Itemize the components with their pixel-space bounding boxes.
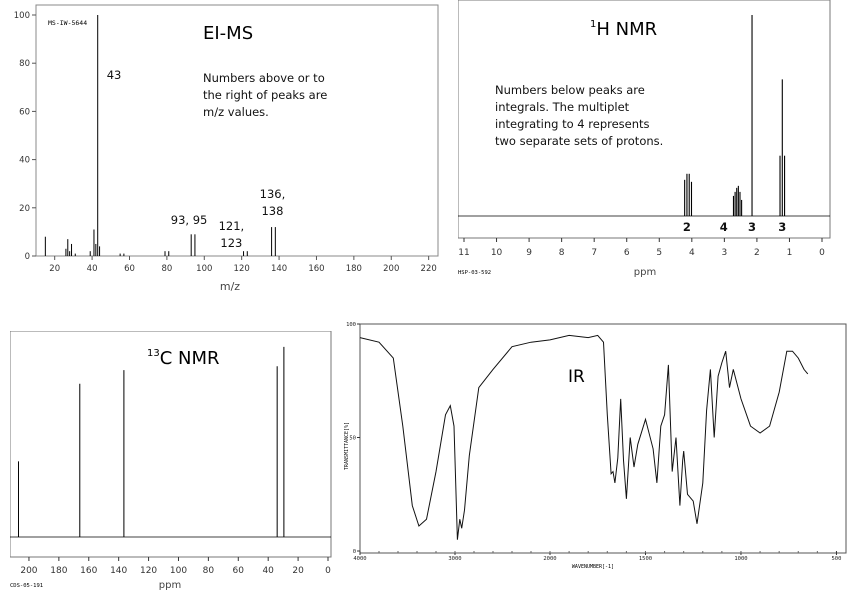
- h-nmr-x-tick-label: 0: [819, 248, 825, 258]
- h-nmr-note-line-4: two separate sets of protons.: [495, 134, 663, 148]
- ms-y-tick-label: 40: [19, 156, 30, 166]
- c-nmr-x-tick-label: 180: [50, 566, 67, 576]
- h-nmr-integral-label: 2: [683, 220, 691, 234]
- c-nmr-title-superscript: 13: [147, 348, 160, 359]
- c-nmr-title: 13C NMR: [147, 348, 220, 369]
- ir-x-tick-label: 500: [831, 556, 841, 562]
- h-nmr-note-line-3: integrating to 4 represents: [495, 117, 650, 131]
- c-nmr-x-tick-label: 140: [110, 566, 127, 576]
- ms-title: EI-MS: [203, 23, 253, 44]
- ms-peak-label: 138: [261, 204, 283, 218]
- ms-peak-label: 93, 95: [171, 213, 208, 227]
- h-nmr-integral-label: 3: [748, 220, 756, 234]
- ir-chart: 4000 3000 2000 1500 1000 500 0 50 100 IR TRANSMI…: [344, 322, 847, 570]
- h-nmr-x-axis-label: ppm: [634, 267, 656, 278]
- ms-note-line-3: m/z values.: [203, 105, 269, 119]
- ir-title: IR: [568, 367, 585, 387]
- ms-id-label: MS-IW-5644: [48, 19, 87, 27]
- h-nmr-x-tick-label: 1: [787, 248, 793, 258]
- h-nmr-title-text: H NMR: [596, 19, 657, 40]
- ms-peak-label: 121,: [219, 219, 245, 233]
- c-nmr-chart: 200 180 160 140 120 100 80 60 40 20 0 13C NMR ppm …: [9, 330, 332, 591]
- ms-x-tick-label: 160: [308, 264, 324, 274]
- ir-panel: 4000 3000 2000 1500 1000 500 0 50 100 IR TRANSMI…: [338, 318, 851, 594]
- h-nmr-x-tick-label: 9: [526, 248, 532, 258]
- h-nmr-x-tick-label: 11: [458, 248, 469, 258]
- ei-ms-chart: 0 20 40 60 80 100 20 40 60 80 100 120 140 160 180 200 22…: [14, 4, 439, 293]
- c-nmr-x-tick-label: 80: [203, 566, 215, 576]
- ms-x-tick-label: 220: [421, 264, 437, 274]
- ms-x-tick-label: 80: [161, 264, 172, 274]
- c-nmr-panel: 200 180 160 140 120 100 80 60 40 20 0 13C NMR ppm …: [9, 330, 340, 593]
- h-nmr-integral-label: 3: [778, 220, 786, 234]
- ms-y-tick-label: 60: [19, 107, 30, 117]
- c-nmr-x-tick-label: 40: [262, 566, 274, 576]
- h-nmr-id-label: HSP-03-592: [458, 270, 491, 276]
- ms-note-line-2: the right of peaks are: [203, 88, 327, 102]
- c-nmr-x-axis-label: ppm: [159, 580, 181, 591]
- h-nmr-x-tick-label: 8: [559, 248, 565, 258]
- h-nmr-title: 1H NMR: [590, 19, 657, 40]
- ir-x-tick-label: 3000: [448, 556, 461, 562]
- ms-x-tick-label: 100: [196, 264, 212, 274]
- ir-x-tick-label: 2000: [543, 556, 556, 562]
- ms-peak-label: 43: [107, 68, 122, 82]
- ir-x-tick-label: 1000: [734, 556, 747, 562]
- h-nmr-x-tick-label: 6: [624, 248, 630, 258]
- ir-y-tick-label: 0: [353, 549, 356, 555]
- ir-y-tick-label: 100: [346, 322, 356, 328]
- ms-peak-label: 136,: [260, 187, 286, 201]
- h-nmr-note-line-2: integrals. The multiplet: [495, 100, 630, 114]
- ir-x-tick-label: 4000: [353, 556, 366, 562]
- ms-y-tick-label: 80: [19, 59, 30, 69]
- c-nmr-id-label: CDS-05-191: [10, 583, 43, 589]
- ms-x-tick-label: 20: [49, 264, 60, 274]
- h-nmr-x-tick-label: 7: [591, 248, 597, 258]
- h-nmr-note-line-1: Numbers below peaks are: [495, 83, 645, 97]
- c-nmr-x-tick-label: 120: [140, 566, 157, 576]
- h-nmr-x-tick-label: 4: [689, 248, 695, 258]
- ei-ms-panel: 0 20 40 60 80 100 20 40 60 80 100 120 140 160 180 200 22…: [0, 0, 440, 300]
- ms-x-tick-label: 180: [346, 264, 362, 274]
- h-nmr-title-superscript: 1: [590, 19, 596, 30]
- ms-peak-label: 123: [220, 236, 242, 250]
- h-nmr-x-tick-label: 5: [656, 248, 662, 258]
- h-nmr-panel: 11 10 9 8 7 6 5 4 3 2 1 0 1H NMR Numbers below peak…: [457, 0, 851, 290]
- h-nmr-x-tick-label: 10: [491, 248, 503, 258]
- h-nmr-integral-label: 4: [720, 220, 728, 234]
- ms-x-tick-label: 120: [234, 264, 250, 274]
- h-nmr-x-tick-label: 3: [721, 248, 727, 258]
- ir-y-tick-label: 50: [349, 436, 356, 442]
- ms-note-line-1: Numbers above or to: [203, 71, 325, 85]
- ms-x-tick-label: 60: [124, 264, 135, 274]
- c-nmr-x-tick-label: 160: [80, 566, 97, 576]
- c-nmr-x-tick-label: 200: [20, 566, 37, 576]
- ms-x-tick-label: 40: [87, 264, 98, 274]
- ir-x-tick-label: 1500: [639, 556, 652, 562]
- c-nmr-x-tick-label: 60: [233, 566, 245, 576]
- c-nmr-title-text: C NMR: [160, 348, 220, 369]
- h-nmr-x-tick-label: 2: [754, 248, 760, 258]
- c-nmr-x-tick-label: 100: [170, 566, 187, 576]
- c-nmr-x-tick-label: 20: [292, 566, 304, 576]
- ir-x-axis-label: WAVENUMBER[-1]: [572, 564, 614, 570]
- h-nmr-chart: 11 10 9 8 7 6 5 4 3 2 1 0 1H NMR Numbers below peak…: [457, 0, 831, 278]
- ms-x-tick-label: 200: [383, 264, 399, 274]
- ir-y-axis-label: TRANSMITTANCE[%]: [344, 422, 350, 470]
- ms-x-tick-label: 140: [271, 264, 287, 274]
- ir-spectrum-line: [359, 334, 809, 540]
- ms-y-tick-label: 0: [25, 252, 30, 262]
- ms-x-axis-label: m/z: [220, 280, 240, 293]
- ms-y-tick-label: 100: [14, 11, 30, 21]
- ms-y-tick-label: 20: [19, 204, 30, 214]
- c-nmr-x-tick-label: 0: [325, 566, 331, 576]
